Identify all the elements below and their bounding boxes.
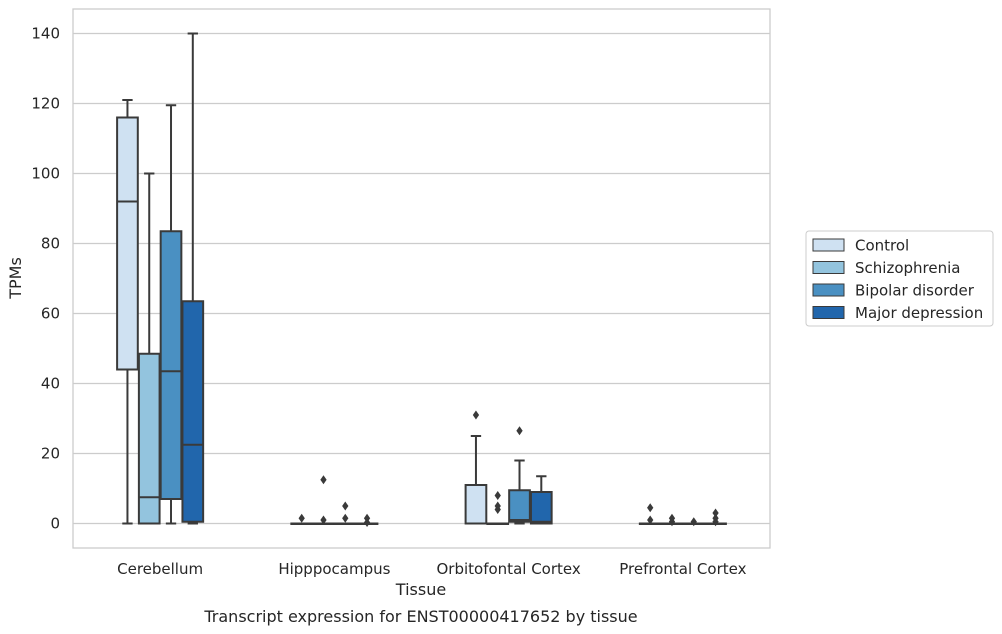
box-iqr — [181, 300, 205, 523]
y-tick-label: 0 — [50, 515, 60, 533]
outlier-point — [668, 513, 676, 523]
legend-label: Control — [855, 237, 909, 255]
box-group — [464, 410, 488, 525]
legend-swatch — [812, 283, 845, 297]
box-group — [529, 475, 553, 525]
legend-label: Major depression — [855, 304, 983, 322]
box-iqr — [464, 484, 488, 525]
box-group — [137, 172, 161, 525]
y-tick-label: 100 — [31, 165, 60, 183]
x-tick-label: Prefrontal Cortex — [619, 560, 746, 578]
y-axis-label: TPMs — [6, 257, 25, 300]
box-group — [704, 508, 727, 527]
y-tick-label: 120 — [31, 95, 60, 113]
box-group — [682, 517, 706, 527]
outlier-point — [494, 491, 501, 500]
outlier-point — [342, 513, 349, 523]
y-tick-label: 60 — [41, 305, 60, 323]
outlier-point — [494, 501, 501, 511]
box-group — [508, 426, 531, 525]
x-axis-label: Tissue — [395, 580, 446, 599]
x-tick-label: Orbitofontal Cortex — [437, 560, 581, 578]
outlier-point — [472, 410, 480, 420]
box-iqr — [529, 491, 553, 525]
legend-label: Bipolar disorder — [855, 282, 975, 300]
box-group — [116, 99, 139, 525]
outlier-point — [298, 513, 305, 523]
box-group — [312, 475, 335, 525]
box-group — [638, 503, 662, 525]
legend-frame — [805, 230, 994, 327]
outlier-point — [712, 508, 719, 518]
y-tick-label: 20 — [41, 445, 60, 463]
legend-swatch — [812, 261, 845, 274]
y-tick-label: 40 — [41, 375, 60, 393]
y-tick-labels: 0 20 40 60 80 100 120 140 — [31, 25, 60, 533]
outlier-point — [320, 515, 327, 525]
box-group — [486, 491, 510, 525]
outlier-point — [363, 513, 371, 523]
legend-swatch — [812, 306, 845, 319]
x-tick-label: Hipppocampus — [278, 560, 390, 578]
box-group — [181, 32, 205, 525]
boxes — [116, 32, 727, 527]
box-group — [290, 513, 314, 525]
box-group — [660, 513, 684, 527]
outlier-point — [342, 501, 349, 511]
box-iqr — [508, 489, 531, 523]
outlier-point — [516, 426, 523, 436]
legend-label: Schizophrenia — [855, 259, 960, 277]
y-tick-label: 140 — [31, 25, 60, 43]
outlier-point — [690, 517, 697, 527]
y-tick-label: 80 — [41, 235, 60, 253]
legend-swatch — [812, 238, 845, 252]
outlier-point — [320, 475, 327, 485]
chart-caption: Transcript expression for ENST0000041765… — [203, 607, 637, 626]
outlier-point — [647, 503, 654, 513]
x-tick-label: Cerebellum — [117, 560, 203, 578]
legend: Control Schizophrenia Bipolar disorder Majo… — [805, 230, 994, 327]
box-iqr — [116, 116, 139, 371]
box-iqr — [137, 352, 161, 525]
box-iqr — [159, 230, 183, 500]
box-group — [355, 513, 379, 527]
box-group — [159, 104, 183, 525]
outlier-point — [712, 513, 719, 523]
x-tick-labels: Cerebellum Hipppocampus Orbitofontal Corte… — [117, 560, 746, 578]
box-group — [333, 501, 357, 525]
plot-frame — [72, 8, 771, 549]
outlier-point — [647, 515, 654, 525]
